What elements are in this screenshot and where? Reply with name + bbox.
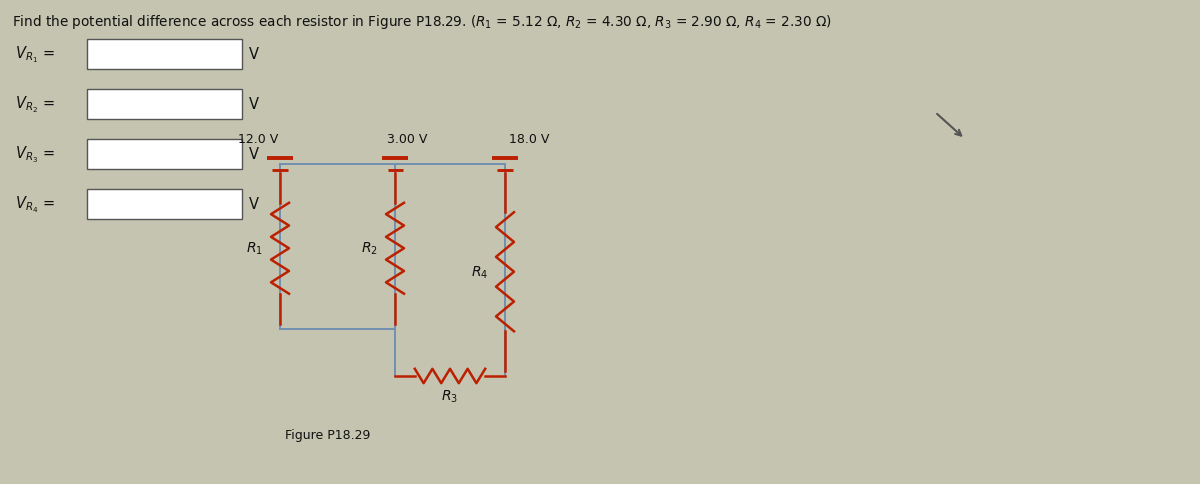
Text: 12.0 V: 12.0 V bbox=[238, 133, 278, 146]
Text: Figure P18.29: Figure P18.29 bbox=[284, 428, 371, 441]
Text: $R_2$: $R_2$ bbox=[361, 241, 378, 257]
Text: $R_3$: $R_3$ bbox=[442, 388, 458, 405]
FancyBboxPatch shape bbox=[88, 190, 242, 220]
Text: $V_{R_1}$ =: $V_{R_1}$ = bbox=[14, 45, 55, 65]
Text: $V_{R_3}$ =: $V_{R_3}$ = bbox=[14, 144, 55, 165]
Text: V: V bbox=[250, 197, 259, 212]
Text: V: V bbox=[250, 47, 259, 62]
Text: $R_1$: $R_1$ bbox=[246, 241, 263, 257]
FancyBboxPatch shape bbox=[88, 140, 242, 170]
Text: V: V bbox=[250, 147, 259, 162]
Text: $R_4$: $R_4$ bbox=[470, 264, 488, 280]
FancyBboxPatch shape bbox=[88, 40, 242, 70]
Text: Find the potential difference across each resistor in Figure P18.29. ($R_1$ = 5.: Find the potential difference across eac… bbox=[12, 13, 832, 31]
FancyBboxPatch shape bbox=[88, 90, 242, 120]
Text: 3.00 V: 3.00 V bbox=[386, 133, 427, 146]
Text: $V_{R_2}$ =: $V_{R_2}$ = bbox=[14, 94, 55, 115]
Text: $V_{R_4}$ =: $V_{R_4}$ = bbox=[14, 194, 55, 215]
Text: 18.0 V: 18.0 V bbox=[509, 133, 550, 146]
Text: V: V bbox=[250, 97, 259, 112]
